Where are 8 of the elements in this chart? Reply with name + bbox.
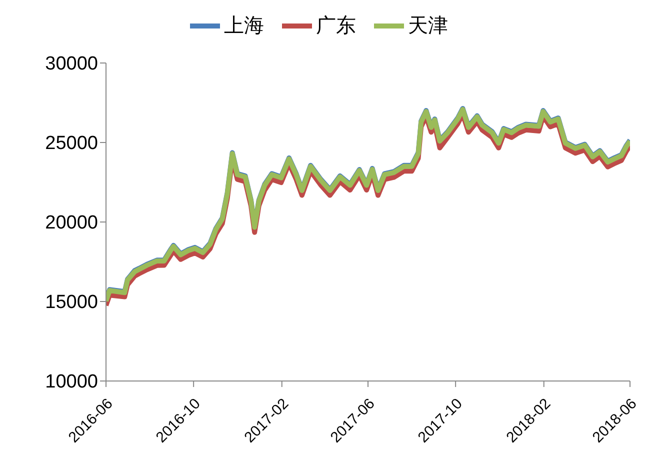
- y-tick-label: 15000: [45, 292, 98, 314]
- y-tick-label: 30000: [45, 54, 98, 75]
- legend-label: 广东: [316, 14, 356, 39]
- y-tick-label: 25000: [45, 133, 98, 154]
- y-tick-label: 20000: [45, 212, 98, 234]
- legend-label: 天津: [408, 14, 448, 39]
- y-tick-label: 10000: [45, 372, 98, 393]
- legend-label: 上海: [224, 14, 264, 39]
